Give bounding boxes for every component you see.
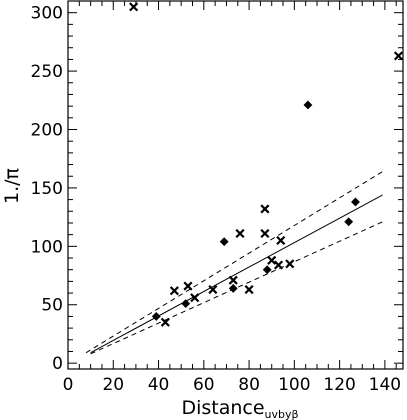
diamond-point-marker bbox=[351, 197, 360, 207]
plot-frame bbox=[67, 0, 404, 370]
cross-point-marker bbox=[273, 260, 284, 270]
cross-point-marker bbox=[244, 285, 254, 295]
cross-point-marker bbox=[183, 281, 193, 291]
x-tick-label: 60 bbox=[193, 375, 215, 395]
diamond-point-marker bbox=[219, 237, 229, 247]
confidence-bound-line bbox=[85, 171, 383, 354]
x-axis-label-main: Distance bbox=[181, 397, 264, 419]
diamond-point-marker bbox=[151, 312, 161, 321]
y-tick-label: 200 bbox=[31, 121, 63, 141]
x-tick-label: 100 bbox=[278, 375, 310, 395]
cross-point-marker bbox=[260, 228, 270, 239]
diamond-point-marker bbox=[303, 100, 313, 110]
cross-point-marker bbox=[260, 204, 270, 214]
x-tick-label: 20 bbox=[102, 375, 124, 395]
cross-point-marker bbox=[285, 259, 295, 269]
x-axis-label: Distanceuvbyβ bbox=[181, 397, 298, 420]
cross-point-marker bbox=[160, 317, 170, 327]
y-tick-label: 0 bbox=[52, 354, 63, 374]
diamond-point-marker bbox=[262, 265, 272, 275]
cross-point-marker bbox=[276, 235, 286, 246]
diamond-point-marker bbox=[344, 217, 354, 227]
cross-point-marker bbox=[208, 285, 218, 295]
y-tick-label: 300 bbox=[31, 4, 63, 24]
x-tick-label: 120 bbox=[323, 375, 355, 395]
plot-area bbox=[85, 2, 404, 355]
cross-point-marker bbox=[393, 51, 404, 61]
y-tick-label: 50 bbox=[41, 296, 63, 316]
diamond-point-marker bbox=[181, 299, 191, 309]
cross-point-marker bbox=[169, 286, 179, 296]
diamond-point-marker bbox=[228, 283, 238, 293]
x-tick-label: 40 bbox=[148, 375, 170, 395]
cross-point-marker bbox=[228, 275, 238, 285]
y-tick-label: 150 bbox=[31, 179, 63, 199]
cross-point-marker bbox=[235, 228, 245, 239]
y-tick-label: 250 bbox=[31, 62, 63, 82]
x-axis-label-subscript: uvbyβ bbox=[265, 408, 299, 420]
cross-point-marker bbox=[267, 255, 277, 265]
x-tick-label: 140 bbox=[369, 375, 401, 395]
y-tick-label: 100 bbox=[31, 237, 63, 257]
y-axis-label: 1./π bbox=[1, 168, 23, 204]
x-tick-label: 80 bbox=[238, 375, 260, 395]
fit-line bbox=[90, 194, 383, 354]
axes: 0 20 40 60 80 100 120 140 0 50 100 150 200 250 300 bbox=[31, 0, 404, 395]
x-tick-label: 0 bbox=[63, 375, 74, 395]
cross-point-marker bbox=[190, 293, 200, 303]
